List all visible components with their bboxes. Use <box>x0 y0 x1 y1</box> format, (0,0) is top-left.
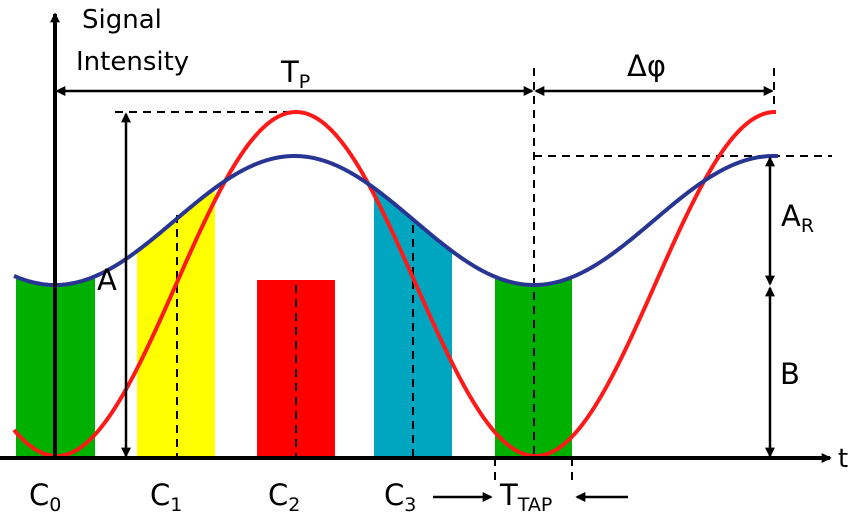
phase-label: Δφ <box>627 49 666 83</box>
sample-label-c1: C1 <box>150 478 182 516</box>
y-axis-label-line1: Signal <box>82 5 162 35</box>
offset-label: B <box>780 357 800 391</box>
reflected-signal-curve <box>13 153 779 288</box>
tap-label: TTAP <box>499 478 552 516</box>
sample-label-c3: C3 <box>384 478 416 516</box>
emitted-signal-curve <box>12 109 776 459</box>
sample-label-c2: C2 <box>268 478 300 516</box>
ar-label: AR <box>781 199 814 237</box>
guide-lines <box>115 68 832 485</box>
y-axis-label-line2: Intensity <box>76 47 189 77</box>
period-label: TP <box>280 55 310 93</box>
curve-top-mask <box>10 0 600 285</box>
amplitude-label: A <box>97 263 117 297</box>
sample-label-c0: C0 <box>29 478 61 516</box>
x-axis-label: t <box>838 444 848 474</box>
dimension-arrows <box>55 86 775 502</box>
